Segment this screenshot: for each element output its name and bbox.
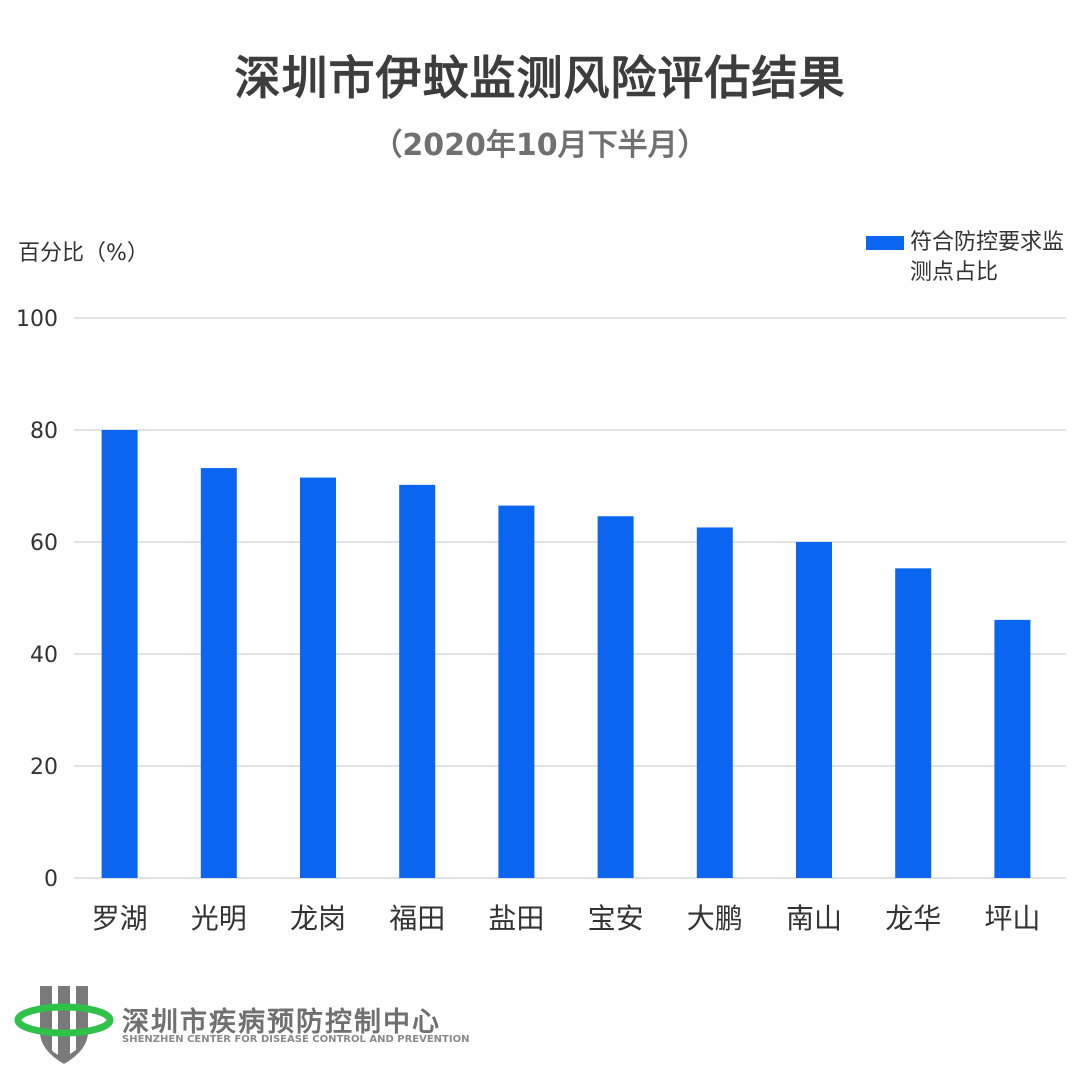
bar <box>101 430 138 878</box>
bar <box>399 484 436 878</box>
y-axis-label: 百分比（%） <box>18 241 149 266</box>
y-tick-label: 0 <box>44 867 58 892</box>
y-tick-label: 100 <box>16 307 58 332</box>
legend-swatch <box>866 236 904 250</box>
bar <box>200 468 237 878</box>
x-tick-label: 坪山 <box>984 902 1040 935</box>
bar <box>994 619 1031 878</box>
chart-title: 深圳市伊蚊监测风险评估结果 <box>234 51 846 105</box>
logo-name-english: SHENZHEN CENTER FOR DISEASE CONTROL AND … <box>122 1034 470 1045</box>
bar <box>498 505 535 878</box>
x-tick-label: 罗湖 <box>92 902 148 935</box>
y-tick-label: 40 <box>30 643 58 668</box>
shield-logo-icon <box>14 986 114 1064</box>
x-tick-label: 大鹏 <box>687 902 743 935</box>
x-tick-label: 龙岗 <box>290 902 346 935</box>
bar <box>696 527 733 878</box>
x-tick-label: 宝安 <box>588 902 644 935</box>
bar <box>895 568 932 878</box>
x-tick-label: 福田 <box>389 902 445 935</box>
y-tick-label: 80 <box>30 419 58 444</box>
cdc-logo: 深圳市疾病预防控制中心 SHENZHEN CENTER FOR DISEASE … <box>14 980 574 1070</box>
chart-subtitle: （2020年10月下半月） <box>372 128 708 163</box>
bar <box>796 542 832 878</box>
bar <box>597 516 634 878</box>
logo-name: 深圳市疾病预防控制中心 <box>122 1007 441 1038</box>
legend-label: 符合防控要求监测点占比 <box>910 230 1065 285</box>
y-tick-label: 60 <box>30 531 58 556</box>
x-tick-label: 龙华 <box>885 902 941 935</box>
bar <box>300 477 336 878</box>
y-tick-label: 20 <box>30 755 58 780</box>
x-tick-label: 光明 <box>191 902 247 935</box>
x-tick-label: 盐田 <box>488 902 544 935</box>
bar-chart: 0 20 40 60 80 100 罗湖 光明 龙岗 福田 盐田 宝安 大鹏 南山 龙华 坪山 <box>16 307 1066 935</box>
x-tick-label: 南山 <box>786 902 842 935</box>
